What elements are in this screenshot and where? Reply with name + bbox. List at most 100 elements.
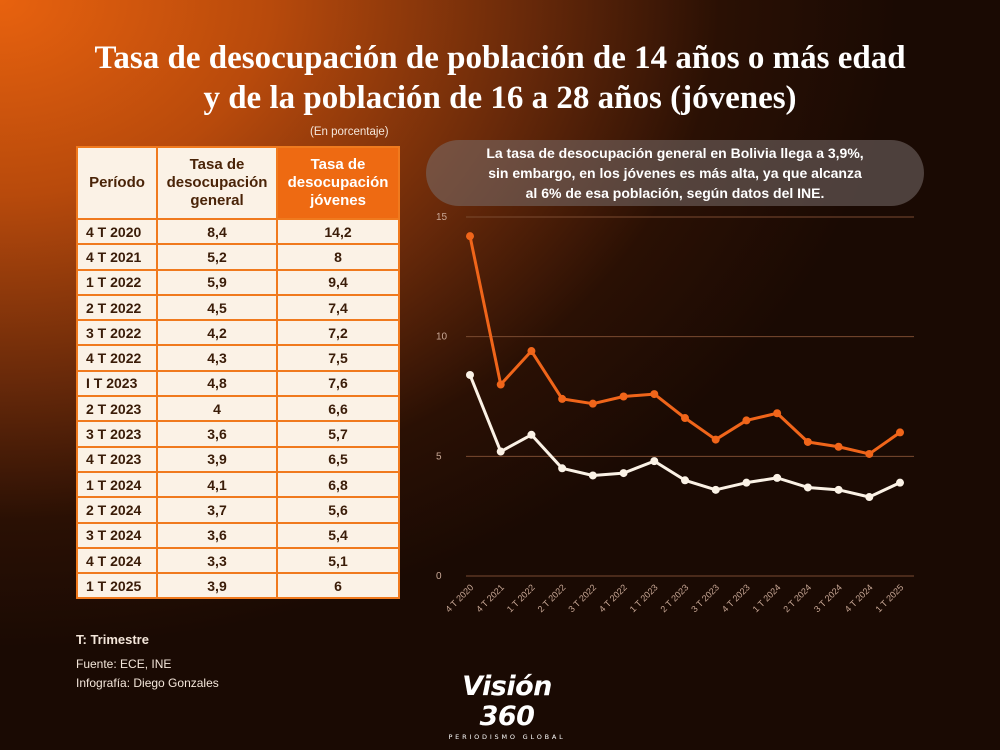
period-cell: 4 T 2022 — [76, 344, 158, 372]
x-tick-label: 3 T 2024 — [812, 582, 844, 614]
data-point-general — [681, 476, 689, 485]
x-tick-label: 4 T 2024 — [843, 582, 875, 614]
youth-cell: 8 — [276, 243, 400, 271]
unit-note: (En porcentaje) — [310, 126, 389, 138]
data-point-youth — [619, 392, 628, 401]
data-point-general — [896, 478, 904, 487]
table-body: 4 T 2020 8,4 14,2 4 T 2021 5,2 8 1 T 2022 5,9 9,… — [76, 217, 400, 600]
x-tick-label: 1 T 2025 — [873, 582, 905, 614]
youth-cell: 5,6 — [276, 496, 400, 524]
data-point-youth — [711, 435, 720, 444]
header-general-line: Tasa de — [189, 156, 245, 173]
data-point-youth — [527, 347, 536, 356]
data-table: Período Tasa de desocupación general Tas… — [76, 146, 400, 600]
data-point-general — [865, 493, 874, 502]
data-point-youth — [650, 390, 659, 399]
source-text: Fuente: ECE, INE — [76, 657, 172, 671]
period-cell: 3 T 2024 — [76, 521, 158, 549]
general-cell: 5,2 — [156, 243, 278, 271]
data-point-youth — [803, 437, 812, 446]
header-youth-line: Tasa de — [310, 156, 366, 173]
x-tick-label: 3 T 2023 — [689, 582, 721, 614]
x-tick-label: 4 T 2020 — [443, 582, 475, 614]
general-cell: 3,9 — [156, 445, 278, 473]
data-point-general — [466, 370, 474, 379]
general-cell: 4,5 — [156, 293, 278, 322]
data-point-general — [711, 485, 720, 494]
period-cell: 3 T 2023 — [76, 420, 158, 448]
title-line-1: Tasa de desocupación de población de 14 … — [94, 40, 906, 76]
table-row: 1 T 2025 3,9 6 — [76, 572, 400, 600]
youth-cell: 6,8 — [276, 470, 400, 499]
data-point-general — [619, 469, 628, 478]
youth-cell: 9,4 — [276, 268, 400, 296]
general-cell: 3,6 — [156, 420, 278, 448]
period-cell: 4 T 2020 — [76, 217, 158, 246]
table-row: 4 T 2024 3,3 5,1 — [76, 546, 400, 575]
general-cell: 4,1 — [156, 470, 278, 499]
y-tick-label: 15 — [436, 212, 448, 223]
legend-trimestre: T: Trimestre — [76, 632, 149, 647]
period-cell: 4 T 2024 — [76, 546, 158, 575]
general-cell: 4,3 — [156, 344, 278, 372]
period-cell: 1 T 2025 — [76, 572, 158, 600]
period-cell: 3 T 2022 — [76, 319, 158, 347]
period-cell: 4 T 2023 — [76, 445, 158, 473]
title-line-2: y de la población de 16 a 28 años (jóven… — [203, 80, 797, 116]
note-line: La tasa de desocupación general en Boliv… — [486, 145, 864, 161]
x-tick-label: 1 T 2022 — [505, 582, 537, 614]
data-point-youth — [773, 409, 782, 418]
header-youth: Tasa de desocupación jóvenes — [276, 146, 400, 220]
header-general-line: desocupación — [166, 174, 268, 191]
period-cell: 4 T 2021 — [76, 243, 158, 271]
data-point-general — [803, 483, 812, 492]
header-general-line: general — [190, 192, 244, 209]
general-cell: 5,9 — [156, 268, 278, 296]
youth-cell: 5,4 — [276, 521, 400, 549]
table-row: 2 T 2022 4,5 7,4 — [76, 293, 400, 322]
x-tick-label: 2 T 2023 — [658, 582, 690, 614]
general-cell: 3,9 — [156, 572, 278, 600]
period-cell: 1 T 2022 — [76, 268, 158, 296]
table-row: 2 T 2023 4 6,6 — [76, 395, 400, 423]
data-point-general — [588, 471, 597, 480]
data-point-youth — [466, 232, 474, 241]
youth-cell: 7,5 — [276, 344, 400, 372]
youth-cell: 7,6 — [276, 369, 400, 398]
x-tick-label: 1 T 2023 — [628, 582, 660, 614]
vision360-logo: Visión 360 PERIODISMO GLOBAL — [432, 672, 582, 742]
logo-tagline: PERIODISMO GLOBAL — [448, 733, 566, 741]
header-general: Tasa de desocupación general — [156, 146, 278, 220]
table-row: 1 T 2024 4,1 6,8 — [76, 470, 400, 499]
data-point-general — [496, 447, 505, 456]
table-row: 3 T 2022 4,2 7,2 — [76, 319, 400, 347]
table-row: I T 2023 4,8 7,6 — [76, 369, 400, 398]
period-cell: 2 T 2023 — [76, 395, 158, 423]
data-point-general — [527, 430, 536, 439]
data-point-general — [650, 457, 659, 466]
general-cell: 8,4 — [156, 217, 278, 246]
note-line: sin embargo, en los jóvenes es más alta,… — [488, 165, 862, 181]
general-cell: 3,3 — [156, 546, 278, 575]
x-tick-label: 3 T 2022 — [566, 582, 598, 614]
data-point-general — [558, 464, 567, 473]
credit-text: Infografía: Diego Gonzales — [76, 676, 219, 690]
youth-cell: 5,1 — [276, 546, 400, 575]
y-tick-label: 10 — [436, 332, 448, 343]
data-point-youth — [681, 414, 689, 423]
table-row: 2 T 2024 3,7 5,6 — [76, 496, 400, 524]
header-youth-line: jóvenes — [310, 192, 366, 209]
period-cell: I T 2023 — [76, 369, 158, 398]
table-row: 3 T 2023 3,6 5,7 — [76, 420, 400, 448]
note-bubble: La tasa de desocupación general en Boliv… — [426, 140, 924, 206]
period-cell: 1 T 2024 — [76, 470, 158, 499]
data-point-general — [773, 473, 782, 482]
table-row: 4 T 2023 3,9 6,5 — [76, 445, 400, 473]
general-cell: 4 — [156, 395, 278, 423]
x-tick-label: 2 T 2022 — [536, 582, 568, 614]
youth-cell: 5,7 — [276, 420, 400, 448]
x-tick-label: 4 T 2022 — [597, 582, 629, 614]
x-tick-label: 4 T 2021 — [474, 582, 506, 614]
data-point-general — [742, 478, 751, 487]
data-point-youth — [496, 380, 505, 389]
